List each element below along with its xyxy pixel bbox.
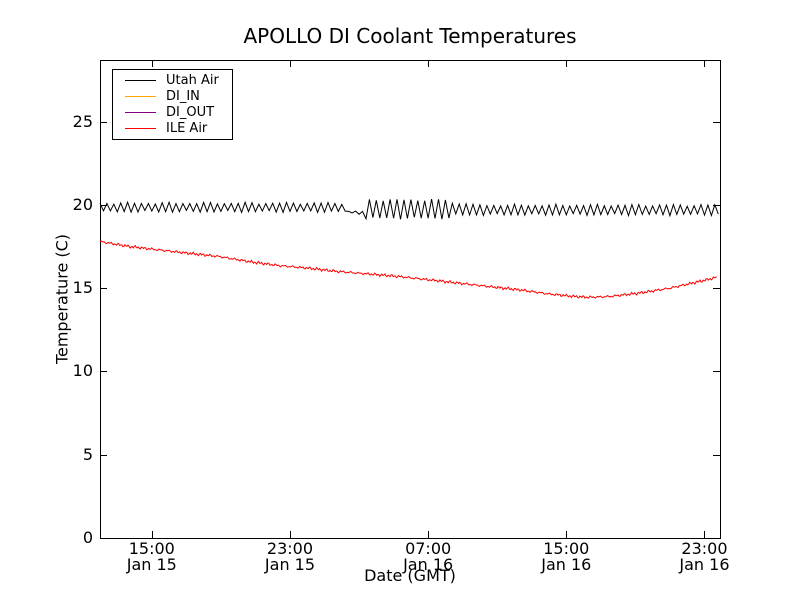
- y-axis-label: Temperature (C): [52, 233, 72, 365]
- series-ile-air: [99, 240, 717, 299]
- legend-label: DI_IN: [166, 89, 200, 104]
- legend-label: DI_OUT: [166, 105, 215, 120]
- legend: Utah Air DI_IN DI_OUT ILE Air: [112, 69, 233, 140]
- y-tick-label: 5: [82, 444, 93, 464]
- legend-line-sample: [125, 96, 156, 97]
- plot-border: [100, 60, 721, 539]
- chart-title: APOLLO DI Coolant Temperatures: [243, 24, 577, 48]
- legend-label: Utah Air: [166, 73, 219, 88]
- y-tick-label: 0: [82, 528, 93, 547]
- series-utah-air: [99, 199, 719, 221]
- x-tick-label: 23:00 Jan 16: [679, 539, 730, 574]
- x-tick-label: 07:00 Jan 16: [403, 539, 454, 574]
- legend-line-sample: [125, 128, 156, 129]
- legend-line-sample: [125, 112, 156, 113]
- legend-entry-ile-air: ILE Air: [113, 121, 232, 136]
- x-tick-label: 23:00 Jan 15: [264, 539, 316, 574]
- y-tick-label: 10: [72, 361, 93, 381]
- legend-label: ILE Air: [166, 121, 208, 136]
- y-tick-label: 25: [72, 111, 93, 131]
- legend-entry-di-in: DI_IN: [113, 89, 232, 104]
- legend-line-sample: [125, 80, 156, 81]
- x-tick-label: 15:00 Jan 16: [541, 539, 592, 574]
- x-tick-label: 15:00 Jan 15: [126, 539, 177, 574]
- x-axis-label: Date (GMT): [364, 566, 456, 585]
- y-tick-label: 15: [72, 278, 93, 298]
- legend-entry-utah-air: Utah Air: [113, 73, 232, 88]
- y-tick-label: 20: [72, 194, 93, 214]
- legend-entry-di-out: DI_OUT: [113, 105, 232, 120]
